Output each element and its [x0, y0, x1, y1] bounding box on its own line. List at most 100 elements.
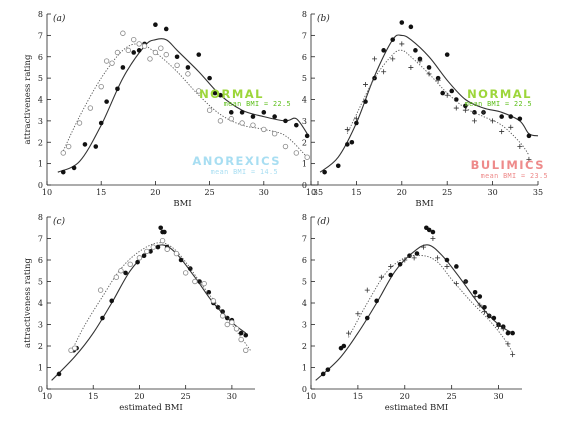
data-point-filled [374, 298, 379, 304]
x-tick-label: 20 [400, 392, 410, 401]
panel-letter: (c) [53, 216, 66, 227]
y-tick-label: 4 [302, 299, 307, 308]
data-point-open [125, 47, 131, 54]
y-tick-label: 7 [302, 235, 307, 244]
data-point-filled [414, 251, 420, 256]
data-point-plus [411, 255, 417, 261]
y-tick-label: 2 [38, 138, 43, 147]
x-tick-label: 10 [306, 188, 316, 197]
y-tick-label: 1 [302, 160, 307, 169]
data-point-plus [390, 56, 396, 62]
data-point-plus [430, 236, 436, 241]
data-point-open [109, 60, 115, 66]
data-point-open [182, 270, 189, 276]
data-point-filled [526, 133, 532, 139]
x-tick-label: 25 [205, 188, 215, 197]
data-point-filled [141, 253, 147, 258]
data-point-filled [453, 97, 459, 102]
y-tick-label: 1 [302, 364, 307, 373]
data-point-filled [238, 330, 244, 336]
data-point-open [163, 51, 169, 58]
data-point-filled [207, 75, 212, 81]
data-point-filled [499, 114, 504, 119]
x-tick-label: 35 [533, 188, 543, 197]
data-point-filled [363, 99, 368, 104]
data-point-open [238, 336, 244, 343]
data-point-open [185, 71, 191, 77]
data-point-plus [435, 77, 441, 83]
data-point-plus [517, 144, 523, 150]
data-point-filled [482, 305, 487, 310]
data-point-open [147, 56, 153, 62]
data-point-filled [444, 52, 450, 57]
group-annotation: ANOREXICS [192, 154, 281, 168]
data-point-filled [115, 86, 120, 92]
fit-curve-dotted [348, 254, 513, 353]
data-point-open [174, 62, 180, 69]
data-point-filled [364, 315, 370, 321]
panel-letter: (a) [53, 13, 66, 24]
data-point-open [131, 36, 137, 43]
data-point-filled [381, 48, 386, 53]
data-point-plus [471, 118, 477, 124]
data-point-filled [444, 257, 450, 263]
data-point-plus [344, 126, 350, 132]
data-point-plus [526, 156, 532, 162]
data-point-open [304, 154, 310, 160]
group-annotation: NORMAL [467, 87, 532, 101]
data-point-filled [426, 65, 432, 70]
data-point-filled [158, 225, 164, 231]
data-point-open [136, 41, 142, 47]
y-tick-label: 7 [302, 31, 307, 40]
data-point-filled [399, 20, 405, 25]
x-tick-label: 10 [306, 392, 316, 401]
data-point-open [217, 118, 224, 124]
data-point-open [136, 255, 143, 261]
data-point-filled [335, 163, 341, 169]
data-point-open [152, 49, 159, 56]
y-tick-label: 5 [302, 74, 307, 83]
y-tick-label: 1 [38, 364, 43, 373]
y-tick-label: 2 [302, 342, 307, 351]
data-point-plus [453, 281, 459, 287]
x-tick-label: 30 [493, 392, 503, 401]
y-tick-label: 2 [302, 138, 307, 147]
x-axis-label: estimated BMI [119, 403, 183, 413]
data-point-open [72, 345, 78, 351]
data-point-filled [517, 116, 523, 122]
data-point-filled [131, 50, 137, 55]
data-point-plus [435, 255, 441, 261]
data-point-open [150, 244, 157, 250]
data-point-filled [354, 120, 359, 126]
mean-bmi-annotation: mean BMI = 14.5 [211, 168, 278, 176]
y-tick-label: 8 [38, 10, 43, 19]
data-point-filled [155, 244, 161, 250]
data-point-filled [109, 298, 115, 304]
data-point-open [233, 326, 240, 332]
y-tick-label: 3 [38, 117, 43, 126]
data-point-open [239, 120, 245, 126]
data-point-plus [364, 287, 370, 293]
data-point-open [282, 143, 289, 150]
x-tick-label: 20 [134, 392, 144, 401]
data-point-open [192, 278, 198, 285]
data-point-filled [174, 54, 180, 60]
y-tick-label: 3 [302, 117, 307, 126]
data-point-open [120, 30, 126, 36]
y-tick-label: 7 [38, 31, 43, 40]
x-axis-label: BMI [415, 199, 433, 209]
data-point-plus [388, 263, 394, 269]
data-point-filled [397, 262, 403, 267]
data-point-filled [123, 270, 128, 276]
data-point-filled [250, 114, 256, 119]
y-tick-label: 5 [38, 278, 43, 287]
x-tick-label: 15 [96, 188, 106, 197]
data-point-plus [444, 263, 450, 269]
y-tick-label: 3 [38, 321, 43, 330]
y-tick-label: 6 [302, 256, 307, 265]
mean-bmi-annotation: mean BMI = 22.5 [465, 100, 532, 108]
data-point-filled [454, 264, 459, 269]
data-point-open [144, 248, 150, 255]
y-tick-label: 4 [38, 96, 43, 105]
